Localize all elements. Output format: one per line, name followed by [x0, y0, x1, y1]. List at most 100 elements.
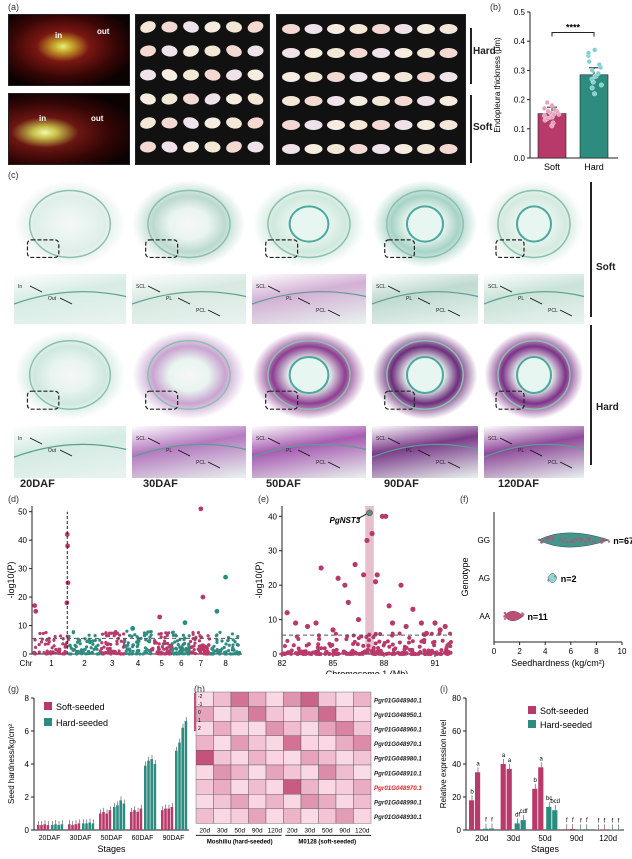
bar — [105, 813, 108, 830]
x-tick-label: 91 — [431, 659, 440, 668]
snp-point — [182, 641, 187, 645]
soft-label-c: Soft — [596, 262, 616, 273]
snp-point — [211, 647, 215, 651]
snp-point — [187, 634, 191, 638]
snp-point — [387, 644, 392, 649]
in-label-2: in — [39, 114, 47, 123]
violin-gg — [538, 532, 610, 548]
chromosome-label: 2 — [82, 659, 87, 668]
gene-label: Pgr01G048960.1 — [374, 727, 422, 734]
data-point — [545, 537, 548, 541]
peak-point — [157, 614, 163, 620]
significance-letter: f — [604, 818, 606, 824]
tissue-ring — [147, 189, 231, 259]
seed-shape — [226, 21, 242, 33]
seed-shape — [327, 24, 345, 34]
heatmap-cell — [300, 808, 319, 824]
bar — [164, 808, 167, 830]
seed-shape — [394, 48, 413, 58]
snp-point — [432, 639, 437, 644]
x-tick-label: 4 — [543, 647, 548, 656]
snp-point — [373, 632, 378, 637]
significance-letter: f — [485, 818, 487, 824]
snp-point — [341, 650, 346, 655]
snp-point — [181, 633, 185, 637]
snp-point — [167, 652, 171, 656]
heatmap-cell — [318, 721, 337, 737]
snp-point — [156, 651, 161, 655]
bar — [108, 810, 112, 830]
seed-shape — [161, 93, 178, 105]
heatmap-cell — [230, 750, 249, 766]
seed-shape — [247, 141, 264, 153]
y-tick-label: 50 — [18, 508, 27, 517]
section-hard-20daf — [14, 330, 126, 420]
snp-point — [53, 651, 57, 655]
snp-point — [39, 640, 44, 644]
data-point — [561, 540, 565, 543]
chromosome-label: 3 — [110, 659, 115, 668]
snp-point — [34, 652, 38, 656]
data-point — [551, 539, 554, 542]
tissue-ring — [267, 189, 351, 259]
arrow — [177, 449, 191, 457]
bar — [88, 822, 91, 830]
snp-point — [149, 630, 153, 634]
embryo-ring — [288, 205, 330, 243]
seed-shape — [161, 117, 178, 129]
snp-point — [104, 642, 108, 646]
tissue-ring — [497, 340, 571, 410]
seed-shape — [327, 72, 345, 82]
snp-point — [142, 634, 147, 638]
snp-point — [87, 651, 92, 655]
snp-point — [174, 634, 178, 638]
section-hard-90daf — [372, 330, 478, 420]
heatmap-cell — [248, 779, 267, 795]
arrow — [559, 461, 573, 469]
seed-shape — [247, 93, 264, 105]
snp-point — [306, 642, 311, 647]
snp-point — [417, 644, 422, 649]
seed-shape — [183, 45, 199, 57]
significance-letter: f — [586, 818, 588, 824]
layer-annotation: SCL — [136, 284, 146, 290]
snp-point — [440, 638, 445, 643]
data-point — [592, 47, 598, 53]
snp-point — [67, 634, 71, 639]
snp-point — [57, 647, 61, 651]
heatmap-cell — [300, 750, 319, 766]
snp-point — [173, 640, 177, 644]
significance-letter: f — [618, 819, 620, 825]
snp-point — [37, 650, 41, 654]
arrow — [559, 309, 573, 317]
snp-point — [322, 646, 327, 651]
snp-point — [53, 634, 57, 639]
seed-shape — [417, 72, 435, 82]
data-point — [592, 540, 595, 544]
histology-grid: In Out SCL PL PCL SCL PL PCL SCL PL PCL SCL PL PCL In O… — [13, 170, 585, 478]
snp-point — [330, 627, 336, 633]
significance-letter: f — [566, 818, 568, 824]
snp-point — [438, 651, 443, 656]
peak-point — [223, 574, 228, 580]
y-tick-label: 8 — [25, 694, 30, 703]
layer-annotation: In — [18, 436, 22, 442]
x-tick-label: 50d — [538, 834, 551, 843]
snp-point — [418, 620, 424, 626]
snp-point — [124, 649, 128, 653]
snp-point — [220, 639, 224, 643]
y-tick-label: 0.5 — [514, 8, 526, 17]
seed-shape — [439, 48, 458, 58]
bar — [119, 800, 122, 830]
snp-point — [119, 639, 123, 643]
tissue-layer — [371, 443, 479, 458]
y-tick-label: 30 — [268, 547, 277, 556]
snp-point — [134, 652, 138, 656]
snp-point — [189, 645, 193, 650]
bar — [91, 823, 95, 830]
seed-shape — [183, 93, 199, 105]
snp-point — [187, 652, 191, 656]
chromosome-label: 7 — [199, 659, 204, 668]
embryo-ring — [516, 205, 552, 243]
snp-point — [198, 650, 202, 654]
